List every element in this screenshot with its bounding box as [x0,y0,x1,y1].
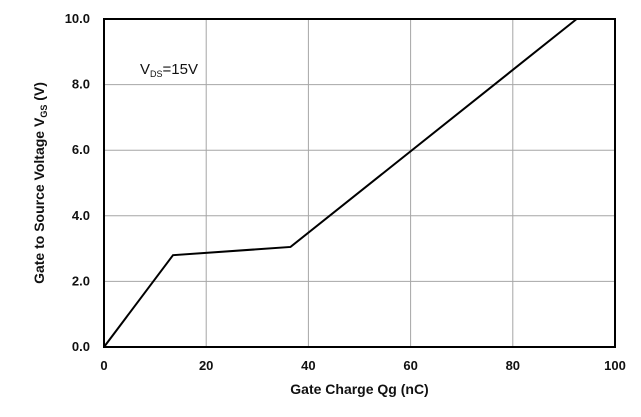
x-tick-label-5: 100 [604,358,626,373]
y-tick-label-1: 2.0 [72,273,90,288]
vds-annotation-main: V [140,61,150,78]
vds-annotation: VDS=15V [140,61,198,79]
x-tick-label-1: 20 [199,358,213,373]
x-axis-title: Gate Charge Qg (nC) [290,381,428,397]
series-line-0 [103,18,578,348]
x-tick-label-3: 60 [403,358,417,373]
y-tick-label-3: 6.0 [72,142,90,157]
y-axis-ticks: 0.0 2.0 4.0 6.0 8.0 10.0 [65,11,90,354]
x-tick-label-4: 80 [506,358,520,373]
series-layer [103,18,578,348]
y-tick-label-0: 0.0 [72,339,90,354]
y-axis-title-suffix: (V) [31,82,47,105]
plot-area-frame [103,18,616,348]
y-tick-label-4: 8.0 [72,77,90,92]
vds-annotation-subscript: DS [150,69,163,79]
y-axis-title-main: Gate to Source Voltage V [31,117,47,284]
y-axis-title-subscript: GS [39,105,49,118]
x-axis-ticks: 0 20 40 60 80 100 [100,358,625,373]
vds-annotation-suffix: =15V [163,61,198,78]
x-tick-label-0: 0 [100,358,107,373]
x-tick-label-2: 40 [301,358,315,373]
y-tick-label-5: 10.0 [65,11,90,26]
y-tick-label-2: 4.0 [72,208,90,223]
y-axis-title: Gate to Source Voltage VGS (V) [31,82,49,284]
